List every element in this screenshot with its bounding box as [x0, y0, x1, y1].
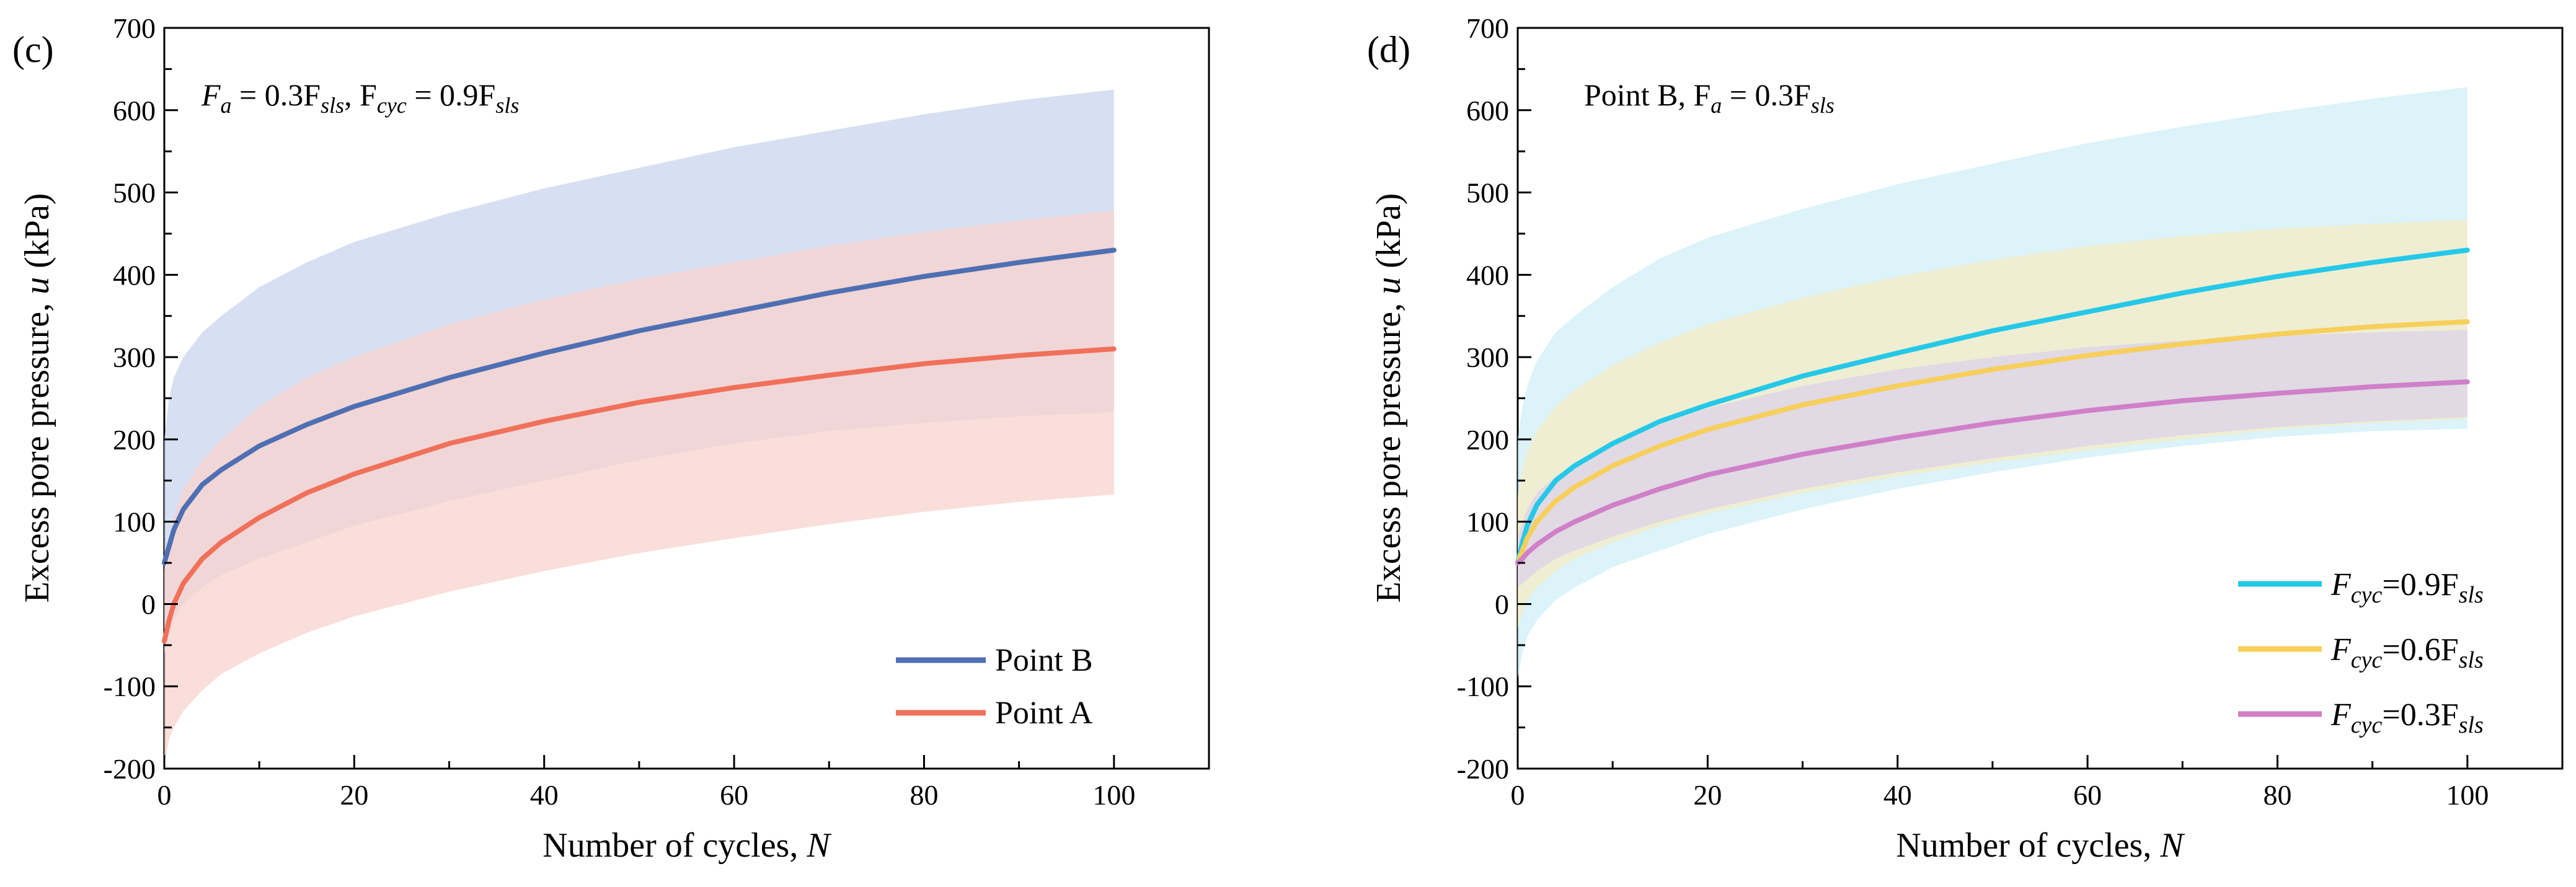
annot-c-sep: , F	[344, 77, 377, 112]
y-tick-label-c-4: 200	[113, 424, 156, 456]
x-ticks-c: 0 20 40 60 80 100	[157, 755, 1135, 811]
legend-d-2-mid: =0.3F	[2382, 697, 2458, 733]
y-tick-label-c-2: 0	[141, 588, 156, 620]
x-tick-label-c-0: 0	[157, 779, 172, 811]
y-tick-label-c-6: 400	[113, 259, 156, 291]
series-line-c-1	[162, 346, 1117, 644]
y-tick-label-d-6: 400	[1466, 259, 1509, 291]
legend-d-1-sub2: sls	[2459, 647, 2484, 673]
y-tick-label-c-7: 500	[113, 177, 156, 209]
annot-d-sub1: a	[1711, 93, 1722, 118]
y-title-d-unit: (kPa)	[1370, 193, 1408, 277]
x-title-c-text: Number of cycles,	[542, 826, 807, 865]
x-tick-label-c-2: 40	[530, 779, 559, 811]
panel-label-c: (c)	[12, 29, 54, 70]
series-line-d-0	[1515, 247, 2470, 566]
band-c-1	[164, 210, 1114, 765]
y-tick-label-c-3: 100	[113, 506, 156, 538]
y-title-d-text: Excess pore pressure,	[1370, 294, 1408, 603]
x-tick-label-d-4: 80	[2263, 779, 2291, 811]
y-tick-label-d-2: 0	[1495, 588, 1509, 620]
annot-c-f1: F	[201, 77, 221, 112]
series-line-c-0	[162, 247, 1117, 566]
annot-d-mid: = 0.3F	[1722, 77, 1811, 112]
y-title-c-var: u	[18, 277, 56, 294]
legend-d-0-f: F	[2330, 567, 2352, 602]
y-tick-label-d-1: -100	[1457, 671, 1509, 702]
y-tick-label-c-8: 600	[113, 95, 156, 126]
x-tick-label-d-1: 20	[1693, 779, 1722, 811]
x-tick-label-d-3: 60	[2073, 779, 2102, 811]
annot-c-sub3: cyc	[377, 93, 407, 118]
legend-c-label-point-b: Point B	[995, 643, 1093, 678]
x-tick-label-d-0: 0	[1511, 779, 1525, 811]
legend-d-label-0: Fcyc=0.9Fsls	[2330, 567, 2484, 608]
y-tick-label-c-9: 700	[113, 12, 156, 44]
legend-d-2-f: F	[2330, 697, 2352, 733]
annot-c-sub4: sls	[495, 93, 519, 118]
x-ticks-d: 0 20 40 60 80 100	[1511, 755, 2489, 811]
condition-annotation-d: Point B, Fa = 0.3Fsls	[1584, 77, 1835, 118]
legend-d-label-2: Fcyc=0.3Fsls	[2330, 697, 2484, 738]
uncertainty-bands-d	[1518, 87, 2468, 678]
annot-c-sub2: sls	[321, 93, 344, 118]
y-title-d-var: u	[1370, 277, 1408, 294]
y-tick-label-d-5: 300	[1466, 342, 1509, 373]
legend-d-0-sub2: sls	[2459, 582, 2484, 608]
legend-c: Point B Point A	[896, 643, 1093, 731]
uncertainty-bands-c	[164, 89, 1114, 765]
y-tick-label-c-5: 300	[113, 342, 156, 373]
annot-d-sub2: sls	[1811, 93, 1835, 118]
y-tick-label-d-4: 200	[1466, 424, 1509, 456]
y-tick-label-d-3: 100	[1466, 506, 1509, 538]
x-axis-title-c: Number of cycles, N	[542, 826, 831, 865]
y-title-c-text: Excess pore pressure,	[18, 294, 56, 603]
annot-c-mid: = 0.3F	[232, 77, 321, 112]
legend-c-label-point-a: Point A	[995, 695, 1093, 731]
y-axis-title-d: Excess pore pressure, u (kPa)	[1370, 193, 1408, 603]
y-tick-label-d-7: 500	[1466, 177, 1509, 209]
annot-d-pre: Point B, F	[1584, 77, 1711, 112]
series-line-d-1	[1515, 319, 2470, 566]
series-line-d-2	[1515, 379, 2470, 566]
legend-d-label-1: Fcyc=0.6Fsls	[2330, 632, 2484, 673]
condition-annotation-c: Fa = 0.3Fsls, Fcyc = 0.9Fsls	[201, 77, 519, 118]
y-tick-label-d-8: 600	[1466, 95, 1509, 126]
y-ticks-d: -200 -100 0 100 200 300 400 500 600 700	[1457, 12, 1531, 785]
legend-d-0-mid: =0.9F	[2382, 567, 2458, 602]
band-d-2	[1518, 330, 2468, 588]
series-lines-d	[1515, 247, 2470, 566]
x-tick-label-c-1: 20	[340, 779, 368, 811]
legend-d-2-sub1: cyc	[2351, 712, 2383, 738]
x-title-c-var: N	[806, 826, 831, 865]
x-tick-label-d-2: 40	[1883, 779, 1912, 811]
x-tick-label-c-4: 80	[910, 779, 938, 811]
series-lines-c	[162, 247, 1117, 644]
panel-label-d: (d)	[1367, 29, 1410, 70]
legend-d-1-f: F	[2330, 632, 2352, 668]
y-title-c-unit: (kPa)	[18, 193, 56, 277]
x-tick-label-c-5: 100	[1092, 779, 1135, 811]
legend-d-0-sub1: cyc	[2351, 582, 2383, 608]
annot-c-sub1: a	[221, 93, 232, 118]
y-tick-label-c-1: -100	[104, 671, 156, 702]
y-axis-title-c: Excess pore pressure, u (kPa)	[18, 193, 56, 603]
x-title-d-var: N	[2159, 826, 2185, 865]
x-tick-label-c-3: 60	[720, 779, 748, 811]
x-tick-label-d-5: 100	[2446, 779, 2489, 811]
legend-d-2-sub2: sls	[2459, 712, 2484, 738]
legend-d-1-sub1: cyc	[2351, 647, 2383, 673]
x-title-d-text: Number of cycles,	[1896, 826, 2160, 865]
y-tick-label-d-0: -200	[1457, 753, 1509, 785]
annot-c-mid2: = 0.9F	[407, 77, 496, 112]
y-tick-label-c-0: -200	[104, 753, 156, 785]
y-tick-label-d-9: 700	[1466, 12, 1509, 44]
legend-d-1-mid: =0.6F	[2382, 632, 2458, 668]
y-ticks-c: -200 -100 0 100 200 300 400 500 600 700	[104, 12, 178, 785]
chart-panel-c: 0 20 40 60 80 100 -200 -100 0 100 200 300 400 500 600…	[12, 12, 1210, 865]
chart-panel-d: 0 20 40 60 80 100 -200 -100 0 100 200 300 400 500 600…	[1367, 12, 2564, 865]
x-axis-title-d: Number of cycles, N	[1896, 826, 2185, 865]
legend-d: Fcyc=0.9Fsls Fcyc=0.6Fsls Fcyc=0.3Fsls	[2238, 567, 2484, 738]
